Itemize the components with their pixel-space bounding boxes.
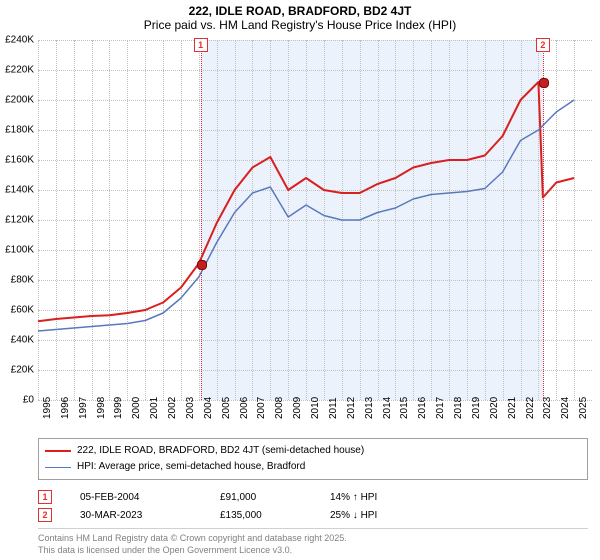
x-axis-label: 2001: [149, 397, 160, 419]
legend: 222, IDLE ROAD, BRADFORD, BD2 4JT (semi-…: [38, 438, 588, 480]
marker-dot: [197, 260, 207, 270]
x-axis-label: 2014: [382, 397, 393, 419]
y-axis-label: £80K: [0, 275, 34, 286]
legend-row: 222, IDLE ROAD, BRADFORD, BD2 4JT (semi-…: [45, 443, 581, 459]
x-axis-label: 2011: [328, 397, 339, 419]
footer: Contains HM Land Registry data © Crown c…: [38, 528, 588, 556]
table-row: 1 05-FEB-2004 £91,000 14% ↑ HPI: [38, 488, 588, 506]
y-axis-label: £20K: [0, 365, 34, 376]
chart-area: £0£20K£40K£60K£80K£100K£120K£140K£160K£1…: [38, 40, 592, 400]
legend-row: HPI: Average price, semi-detached house,…: [45, 459, 581, 475]
footer-line: This data is licensed under the Open Gov…: [38, 544, 588, 556]
x-axis-label: 2013: [364, 397, 375, 419]
x-axis-label: 2004: [203, 397, 214, 419]
x-axis-label: 2019: [471, 397, 482, 419]
x-axis-label: 2008: [274, 397, 285, 419]
footer-line: Contains HM Land Registry data © Crown c…: [38, 532, 588, 544]
y-axis-label: £0: [0, 395, 34, 406]
x-axis-label: 2007: [256, 397, 267, 419]
x-axis-label: 2021: [507, 397, 518, 419]
x-axis-label: 2023: [542, 397, 553, 419]
series-hpi: [38, 100, 574, 331]
marker-box: 1: [194, 38, 208, 52]
x-axis-label: 2006: [239, 397, 250, 419]
x-axis-label: 1996: [60, 397, 71, 419]
x-axis-label: 2024: [560, 397, 571, 419]
transaction-price: £91,000: [220, 492, 330, 503]
x-axis-label: 2016: [417, 397, 428, 419]
transaction-date: 30-MAR-2023: [52, 510, 220, 521]
y-axis-label: £140K: [0, 185, 34, 196]
table-row: 2 30-MAR-2023 £135,000 25% ↓ HPI: [38, 506, 588, 524]
y-axis-label: £160K: [0, 155, 34, 166]
legend-label: HPI: Average price, semi-detached house,…: [77, 459, 305, 475]
page-title: 222, IDLE ROAD, BRADFORD, BD2 4JT: [0, 0, 600, 18]
x-axis-label: 2015: [399, 397, 410, 419]
y-axis-label: £240K: [0, 35, 34, 46]
marker-box: 2: [536, 38, 550, 52]
x-axis-label: 1998: [96, 397, 107, 419]
x-axis-label: 1997: [78, 397, 89, 419]
x-axis-label: 2022: [525, 397, 536, 419]
x-axis-label: 2012: [346, 397, 357, 419]
transaction-marker: 1: [38, 490, 52, 504]
series-price_paid: [38, 82, 574, 321]
x-axis-label: 2002: [167, 397, 178, 419]
transaction-pct: 25% ↓ HPI: [330, 510, 450, 521]
legend-label: 222, IDLE ROAD, BRADFORD, BD2 4JT (semi-…: [77, 443, 364, 459]
legend-swatch: [45, 450, 71, 452]
y-axis-label: £200K: [0, 95, 34, 106]
page-subtitle: Price paid vs. HM Land Registry's House …: [0, 18, 600, 34]
transactions-table: 1 05-FEB-2004 £91,000 14% ↑ HPI 2 30-MAR…: [38, 488, 588, 524]
y-axis-label: £220K: [0, 65, 34, 76]
transaction-pct: 14% ↑ HPI: [330, 492, 450, 503]
y-axis-label: £40K: [0, 335, 34, 346]
x-axis-label: 2017: [435, 397, 446, 419]
transaction-date: 05-FEB-2004: [52, 492, 220, 503]
x-axis-label: 2009: [292, 397, 303, 419]
y-axis-label: £180K: [0, 125, 34, 136]
x-axis-label: 2000: [131, 397, 142, 419]
x-axis-label: 2005: [221, 397, 232, 419]
x-axis-label: 1995: [42, 397, 53, 419]
chart-container: 222, IDLE ROAD, BRADFORD, BD2 4JT Price …: [0, 0, 600, 560]
legend-swatch: [45, 467, 71, 468]
x-axis-label: 2020: [489, 397, 500, 419]
x-axis-label: 2010: [310, 397, 321, 419]
x-axis-label: 2003: [185, 397, 196, 419]
y-axis-label: £100K: [0, 245, 34, 256]
chart-svg: [38, 40, 592, 400]
y-axis-label: £120K: [0, 215, 34, 226]
transaction-marker: 2: [38, 508, 52, 522]
x-axis-label: 2025: [578, 397, 589, 419]
x-axis-label: 2018: [453, 397, 464, 419]
transaction-price: £135,000: [220, 510, 330, 521]
y-axis-label: £60K: [0, 305, 34, 316]
x-axis-label: 1999: [113, 397, 124, 419]
marker-dot: [539, 78, 549, 88]
